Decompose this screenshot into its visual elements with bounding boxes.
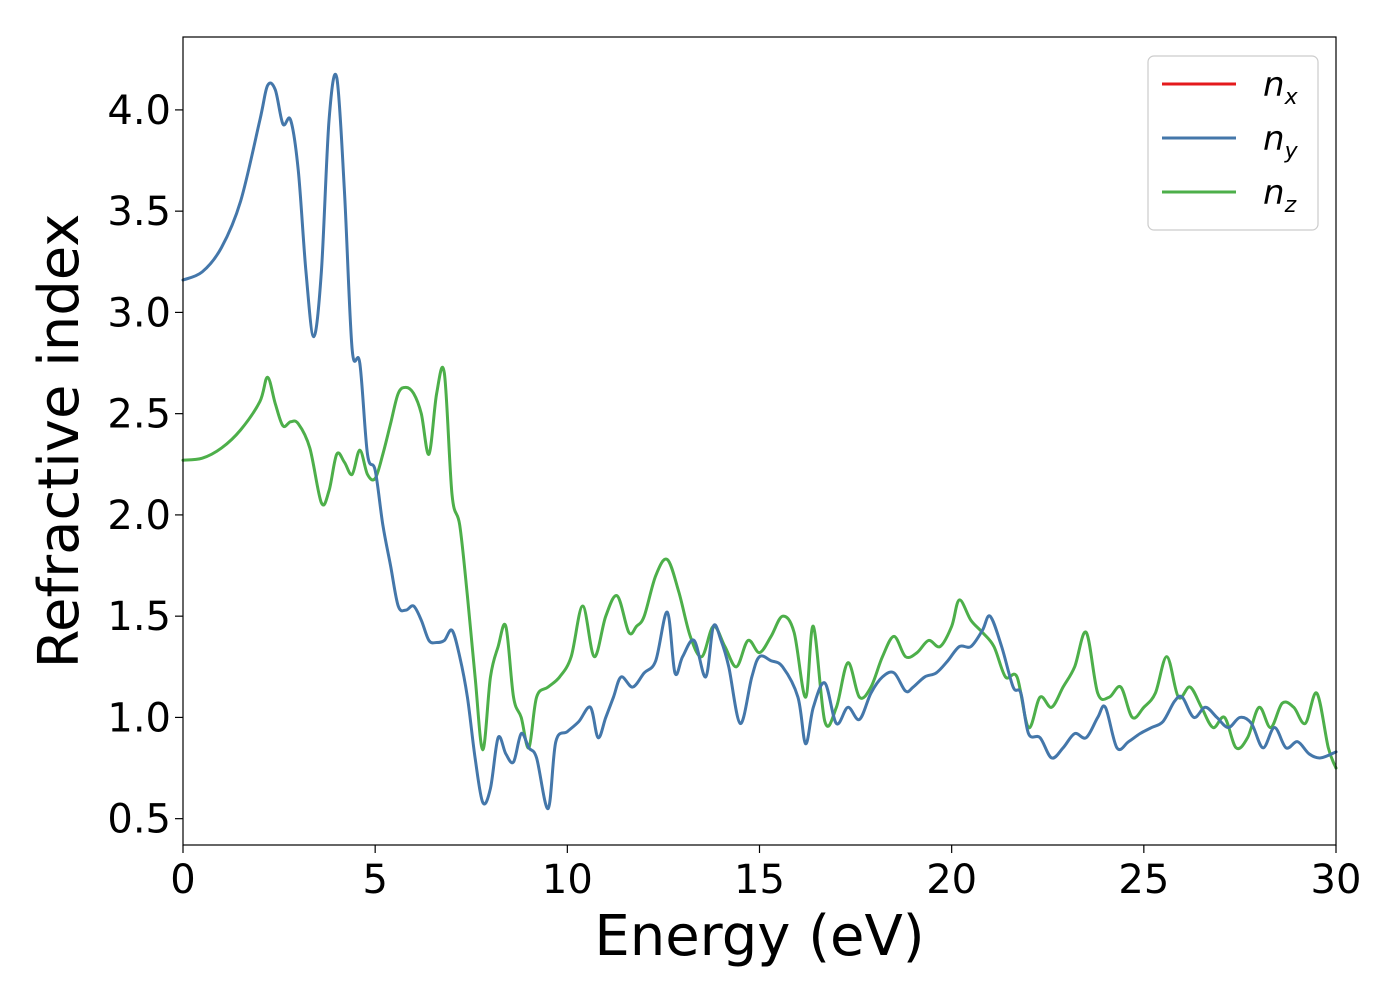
- y-tick-label: 2.5: [107, 392, 171, 438]
- series-line-n-z: [181, 365, 1338, 770]
- legend-entry-n-y: ny: [1263, 119, 1299, 164]
- x-axis-label: Energy (eV): [594, 904, 924, 969]
- y-tick-label: 3.0: [107, 290, 171, 336]
- x-axis-ticks: 0 5 10 15 20 25 30: [170, 845, 1361, 903]
- legend-box: [1147, 55, 1319, 231]
- y-tick-label: 2.0: [107, 493, 171, 539]
- y-tick-label: 1.5: [107, 594, 171, 640]
- y-tick-label: 1.0: [107, 695, 171, 741]
- y-axis-ticks: 0.5 1.0 1.5 2.0 2.5 3.0 3.5 4.0: [107, 88, 183, 843]
- x-tick-label: 20: [926, 857, 977, 903]
- series-line-n-y: [181, 72, 1338, 811]
- y-tick-label: 0.5: [107, 797, 171, 843]
- legend-label-sub: x: [1284, 85, 1299, 110]
- x-tick-label: 5: [362, 857, 387, 903]
- legend-label-sub: y: [1284, 139, 1299, 164]
- legend-entry-n-x: nx: [1263, 65, 1299, 110]
- y-tick-label: 4.0: [107, 88, 171, 134]
- x-tick-label: 0: [170, 857, 195, 903]
- x-tick-label: 30: [1311, 857, 1362, 903]
- plot-lines: [181, 72, 1338, 811]
- legend-label-base: n: [1263, 173, 1285, 213]
- legend-label-base: n: [1263, 119, 1285, 159]
- y-tick-label: 3.5: [107, 189, 171, 235]
- legend-entry-n-z: nz: [1263, 173, 1297, 218]
- x-tick-label: 15: [734, 857, 785, 903]
- y-axis-label: Refractive index: [27, 214, 92, 669]
- legend-label-sub: z: [1284, 193, 1297, 218]
- legend-label-base: n: [1263, 65, 1285, 105]
- x-tick-label: 10: [542, 857, 593, 903]
- x-tick-label: 25: [1118, 857, 1169, 903]
